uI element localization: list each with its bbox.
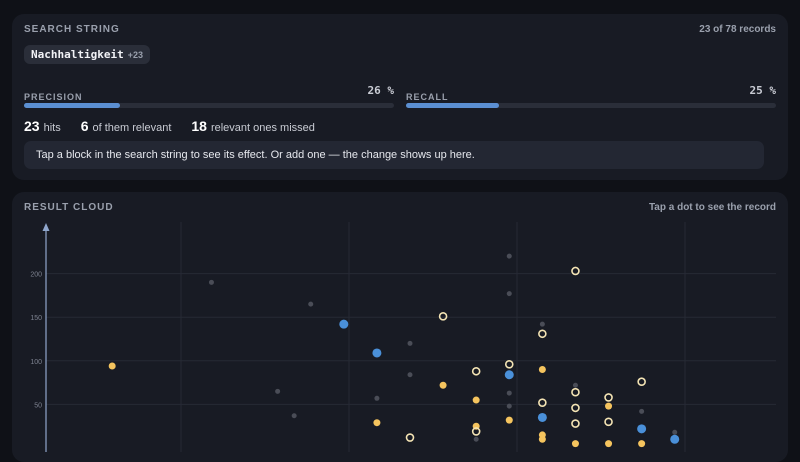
data-point-hit-irrelevant[interactable] xyxy=(471,366,481,376)
search-block-count: +23 xyxy=(127,49,143,60)
search-string-title: SEARCH STRING xyxy=(24,24,120,35)
data-point-irrelevant[interactable] xyxy=(639,408,645,414)
data-point-relevant-missed[interactable] xyxy=(605,402,613,410)
data-point-relevant-missed[interactable] xyxy=(373,419,381,427)
data-point-relevant-missed[interactable] xyxy=(638,440,646,448)
data-point-relevant-hit[interactable] xyxy=(637,424,647,434)
data-point-relevant-missed[interactable] xyxy=(472,396,480,404)
y-tick-label: 200 xyxy=(30,272,42,279)
data-point-relevant-missed[interactable] xyxy=(605,440,613,448)
relevant-label: of them relevant xyxy=(92,122,172,134)
result-cloud-panel: RESULT CLOUD Tap a dot to see the record… xyxy=(12,192,788,462)
search-string-panel: SEARCH STRING 23 of 78 records Nachhalti… xyxy=(12,14,788,180)
precision-bar xyxy=(24,103,394,108)
y-axis-arrow-icon xyxy=(42,223,50,231)
result-cloud-chart: 50 100 150 200 xyxy=(30,222,776,452)
data-point-irrelevant[interactable] xyxy=(407,372,413,378)
data-point-irrelevant[interactable] xyxy=(506,253,512,259)
data-point-relevant-hit[interactable] xyxy=(339,319,349,329)
data-point-relevant-missed[interactable] xyxy=(571,440,579,448)
data-point-relevant-hit[interactable] xyxy=(537,412,547,422)
recall-value: 25 % xyxy=(749,84,777,97)
hits-label: hits xyxy=(43,122,61,134)
search-block-chip[interactable]: Nachhaltigkeit +23 xyxy=(24,45,150,64)
data-point-irrelevant[interactable] xyxy=(208,279,214,285)
y-tick-label: 50 xyxy=(34,402,42,409)
data-point-hit-irrelevant[interactable] xyxy=(504,359,514,369)
data-point-hit-irrelevant[interactable] xyxy=(571,387,580,397)
result-cloud-title: RESULT CLOUD xyxy=(24,202,114,213)
data-point-relevant-hit[interactable] xyxy=(372,348,382,358)
data-point-hit-irrelevant[interactable] xyxy=(637,377,646,387)
data-point-irrelevant[interactable] xyxy=(275,388,281,394)
data-point-hit-irrelevant[interactable] xyxy=(571,266,580,276)
data-point-hit-irrelevant[interactable] xyxy=(538,329,547,339)
data-point-irrelevant[interactable] xyxy=(572,382,578,388)
data-point-irrelevant[interactable] xyxy=(672,429,678,435)
data-point-hit-irrelevant[interactable] xyxy=(604,417,613,427)
data-point-irrelevant[interactable] xyxy=(506,403,512,409)
hits-number: 23 xyxy=(24,118,40,134)
y-tick-label: 150 xyxy=(30,315,42,322)
relevant-number: 6 xyxy=(80,118,89,134)
recall-bar xyxy=(406,103,776,108)
precision-label: PRECISION xyxy=(24,92,83,102)
search-hint-box: Tap a block in the search string to see … xyxy=(24,141,764,169)
data-point-hit-irrelevant[interactable] xyxy=(538,398,547,407)
missed-label: relevant ones missed xyxy=(210,122,315,134)
records-count: 23 of 78 records xyxy=(699,24,776,35)
data-point-irrelevant[interactable] xyxy=(374,395,380,401)
data-point-irrelevant[interactable] xyxy=(539,321,545,327)
result-cloud-hint: Tap a dot to see the record xyxy=(648,202,776,213)
precision-metric: PRECISION 26 % xyxy=(24,84,395,108)
search-block-label: Nachhaltigkeit xyxy=(31,48,124,61)
data-point-hit-irrelevant[interactable] xyxy=(471,427,481,436)
precision-bar-fill xyxy=(24,103,121,108)
data-point-hit-irrelevant[interactable] xyxy=(604,393,613,402)
data-point-irrelevant[interactable] xyxy=(506,390,512,396)
data-point-hit-irrelevant[interactable] xyxy=(405,433,415,442)
recall-metric: RECALL 25 % xyxy=(406,84,777,108)
recall-bar-fill xyxy=(406,103,499,108)
data-point-irrelevant[interactable] xyxy=(473,436,479,442)
data-point-irrelevant[interactable] xyxy=(407,340,413,346)
data-point-irrelevant[interactable] xyxy=(308,301,314,307)
data-point-relevant-missed[interactable] xyxy=(538,366,546,374)
data-point-hit-irrelevant[interactable] xyxy=(571,403,580,413)
data-point-relevant-missed[interactable] xyxy=(538,435,546,443)
y-tick-label: 100 xyxy=(30,359,42,366)
data-point-hit-irrelevant[interactable] xyxy=(438,312,448,321)
hit-stats: 23 hits 6 of them relevant 18 relevant o… xyxy=(24,118,315,134)
recall-label: RECALL xyxy=(406,92,449,102)
data-point-hit-irrelevant[interactable] xyxy=(571,419,580,428)
precision-value: 26 % xyxy=(367,84,395,97)
data-point-relevant-hit[interactable] xyxy=(670,434,680,444)
data-point-relevant-hit[interactable] xyxy=(504,370,514,380)
data-point-relevant-missed[interactable] xyxy=(439,381,447,389)
data-point-irrelevant[interactable] xyxy=(291,413,297,419)
data-point-relevant-missed[interactable] xyxy=(108,362,116,370)
data-point-relevant-missed[interactable] xyxy=(505,416,513,424)
data-point-irrelevant[interactable] xyxy=(506,291,512,297)
missed-number: 18 xyxy=(191,118,207,134)
